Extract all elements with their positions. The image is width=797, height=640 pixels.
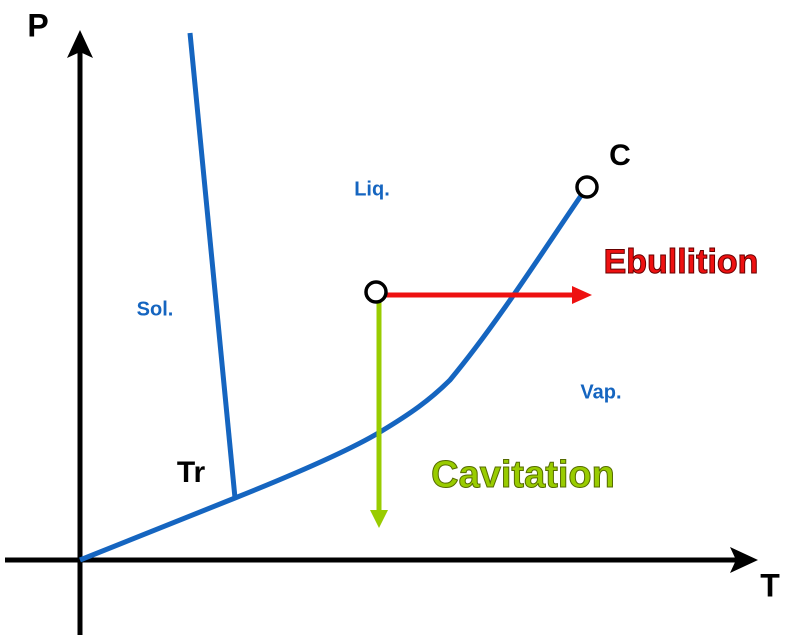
- cavitation-label: Cavitation: [431, 454, 615, 496]
- initial-state: [364, 280, 388, 304]
- vaporization-curve: [79, 185, 590, 563]
- critical-point: [575, 175, 599, 199]
- y-arrowhead: [67, 30, 93, 58]
- x-axis-label: T: [760, 567, 780, 603]
- solid-label: Sol.: [137, 298, 174, 320]
- ebullition-label: Ebullition: [604, 243, 759, 281]
- fusion-curve: [187, 32, 238, 499]
- cavitation-arrowhead: [370, 510, 388, 528]
- vapor-label: Vap.: [580, 381, 621, 403]
- critical-label: C: [609, 139, 631, 172]
- y-axis-label: P: [27, 7, 48, 43]
- liquid-label: Liq.: [354, 178, 390, 200]
- triple-label: Tr: [177, 456, 206, 489]
- x-arrowhead: [730, 547, 758, 573]
- ebullition-arrowhead: [572, 286, 592, 304]
